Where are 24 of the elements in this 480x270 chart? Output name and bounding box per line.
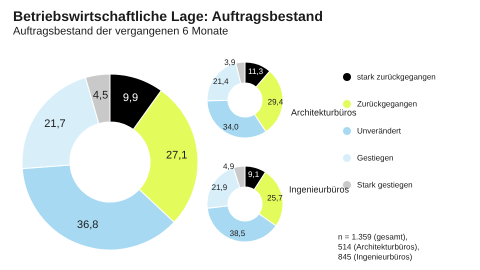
data-label: 4,5 [92,90,108,102]
chart-title: Betriebswirtschaftliche Lage: Auftragsbestand [13,8,323,24]
legend-label: Unverändert [357,126,402,136]
text: Ingenieurbüros [289,184,350,194]
text: n = 1.359 (gesamt), 514 (Architekturbüros), 845 (Ingenieurbüros) [338,232,420,262]
data-label: 4,9 [223,162,235,171]
data-label: 25,7 [267,194,284,203]
data-label: 9,9 [122,92,138,104]
data-label: 27,1 [166,149,188,162]
data-label: 9,1 [248,170,260,180]
data-label: 21,4 [212,76,230,86]
data-label: 38,5 [230,229,246,238]
data-label: 3,9 [224,58,236,67]
chart-subtitle: Auftragsbestand der vergangenen 6 Monate [13,26,228,38]
legend-label: Zurückgegangen [357,100,418,108]
legend-label: stark zurückgegangen [357,72,436,82]
text: Architekturbüros [291,108,358,118]
data-label: 34,0 [223,122,240,132]
data-label: 36,8 [76,219,98,232]
data-label: 11,3 [248,66,264,76]
data-label: 21,7 [44,118,66,130]
legend-label: Stark gestiegen [357,180,413,190]
legend-label: Gestiegen [357,154,394,162]
data-label: 21,9 [212,182,228,192]
